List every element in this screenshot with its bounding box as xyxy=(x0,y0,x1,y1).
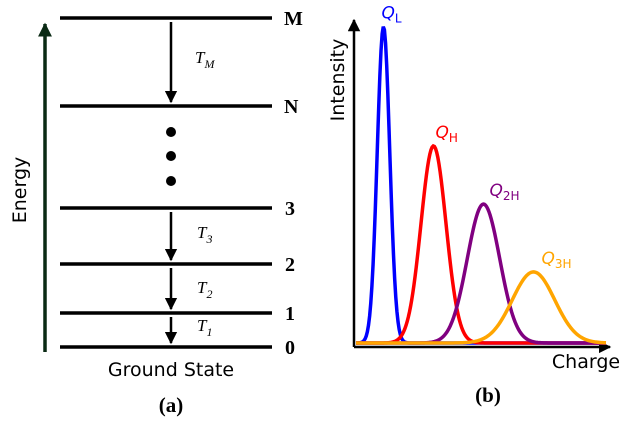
series-label-h: QH xyxy=(436,123,458,145)
y-axis-label: Intensity xyxy=(327,39,349,122)
level-m-label: M xyxy=(284,8,303,30)
panel-a-caption: (a) xyxy=(159,393,184,417)
series-curve-l xyxy=(355,26,606,345)
series-label-l: QL xyxy=(382,4,402,26)
charge-distribution-chart: Intensity Charge QL QH Q2H Q3H (b) xyxy=(327,4,620,408)
series-curve-3h xyxy=(356,270,607,345)
ellipsis-dot xyxy=(166,151,176,161)
series-label-2h: Q2H xyxy=(490,181,520,203)
panel-b-caption: (b) xyxy=(475,383,501,407)
series-label-3h: Q3H xyxy=(542,249,572,271)
level-0-label: 0 xyxy=(285,337,295,359)
energy-axis-label: Energy xyxy=(9,157,31,224)
transition-label-1: T1 xyxy=(197,316,212,339)
transition-label-2: T2 xyxy=(197,278,212,301)
x-axis-label: Charge xyxy=(552,351,620,373)
transition-label-m: TM xyxy=(195,48,215,71)
ground-state-label: Ground State xyxy=(108,359,234,381)
level-2-label: 2 xyxy=(285,254,295,276)
level-1-label: 1 xyxy=(285,303,295,325)
series-layer: QL QH Q2H Q3H xyxy=(355,4,607,345)
level-n-label: N xyxy=(284,96,299,118)
transition-label-3: T3 xyxy=(197,223,212,246)
energy-level-diagram: Energy M N 3 2 1 0 TM T3 T2 T1 Ground St… xyxy=(9,8,303,417)
level-3-label: 3 xyxy=(285,198,295,220)
ellipsis-dot xyxy=(166,127,176,137)
ellipsis-dot xyxy=(166,176,176,186)
